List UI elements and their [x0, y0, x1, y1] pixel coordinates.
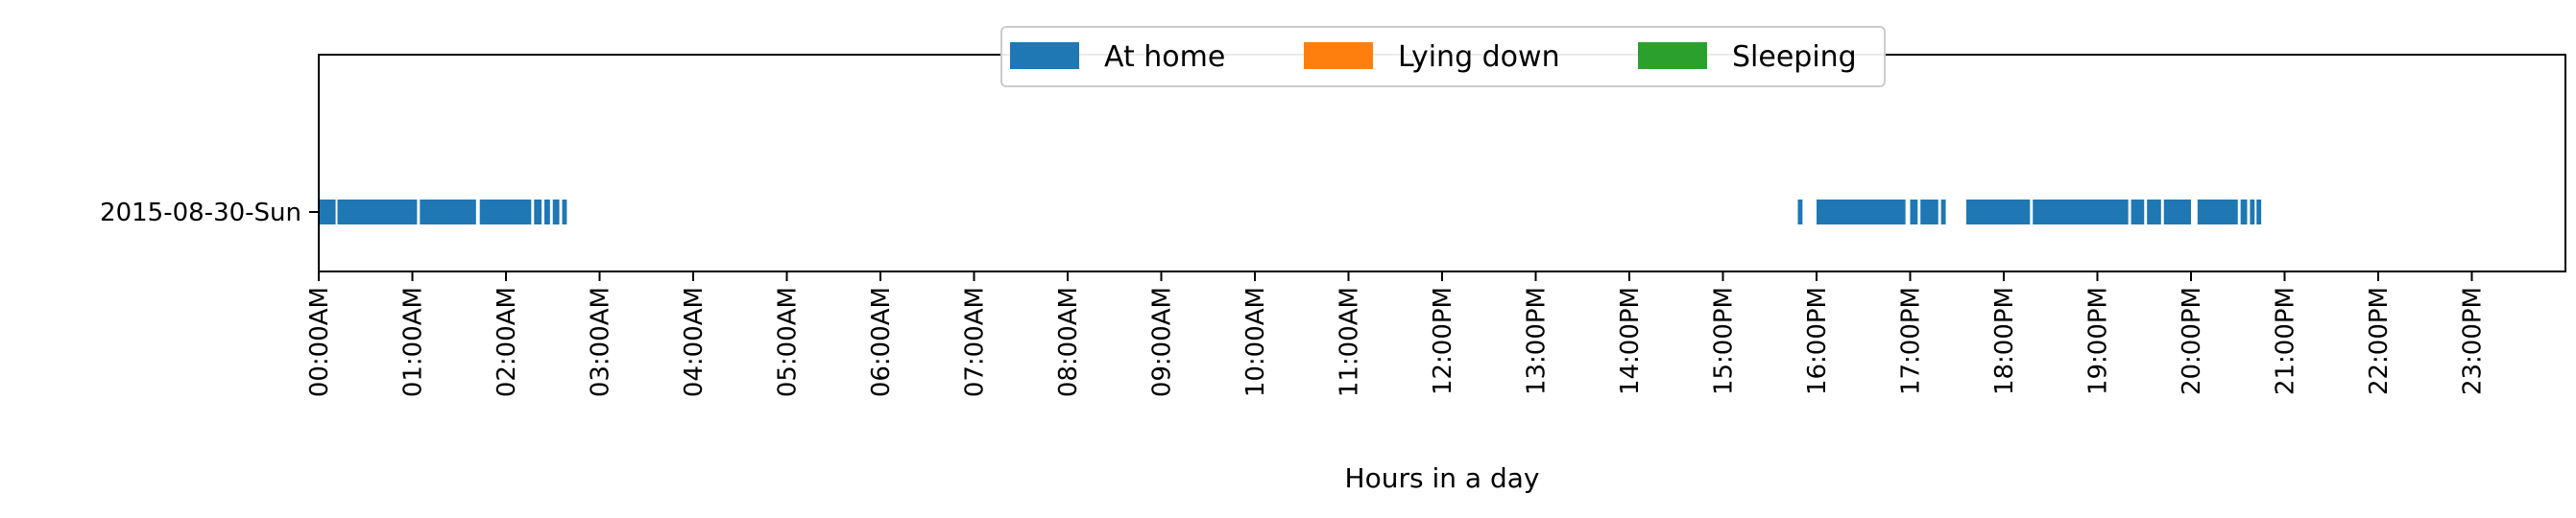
- x-axis: 00:00AM 01:00AM 02:00AM 03:00AM 04:00AM 05:00…: [305, 271, 2488, 397]
- legend-label: Sleeping: [1732, 40, 1857, 74]
- x-tick-label: 20:00PM: [2178, 287, 2206, 395]
- interval-bars: [319, 200, 2262, 224]
- interval-bar: [2240, 200, 2248, 224]
- x-tick-label: 18:00PM: [1990, 287, 2019, 395]
- x-tick-label: 00:00AM: [305, 287, 334, 397]
- legend-frame: [1000, 26, 1886, 87]
- legend-swatch: [1638, 42, 1707, 69]
- x-tick-label: 08:00AM: [1054, 287, 1083, 397]
- interval-bar: [2250, 200, 2255, 224]
- y-tick-label: 2015-08-30-Sun: [100, 199, 301, 227]
- interval-bar: [543, 200, 550, 224]
- x-tick-label: 19:00PM: [2084, 287, 2113, 395]
- x-axis-label: Hours in a day: [1345, 462, 1540, 494]
- interval-bar: [2256, 200, 2262, 224]
- interval-bar: [1817, 200, 1906, 224]
- interval-bar: [2033, 200, 2129, 224]
- legend-label: Lying down: [1398, 40, 1560, 74]
- x-tick-label: 07:00AM: [961, 287, 990, 397]
- legend-label: At home: [1104, 40, 1225, 74]
- interval-bar: [534, 200, 542, 224]
- interval-bar: [337, 200, 418, 224]
- interval-bar: [2197, 200, 2238, 224]
- x-tick-label: 22:00PM: [2365, 287, 2394, 395]
- x-tick-label: 01:00AM: [399, 287, 428, 397]
- interval-bar: [1966, 200, 2031, 224]
- interval-bar: [479, 200, 532, 224]
- x-tick-label: 06:00AM: [867, 287, 896, 397]
- interval-bar: [562, 200, 567, 224]
- x-tick-label: 02:00AM: [493, 287, 521, 397]
- interval-bar: [2131, 200, 2145, 224]
- interval-bar: [420, 200, 476, 224]
- x-tick-label: 10:00AM: [1241, 287, 1270, 397]
- x-tick-label: 04:00AM: [680, 287, 709, 397]
- x-tick-label: 23:00PM: [2459, 287, 2488, 395]
- legend-swatch: [1010, 42, 1079, 69]
- interval-bar: [319, 200, 336, 224]
- x-tick-label: 11:00AM: [1336, 287, 1364, 397]
- x-tick-label: 21:00PM: [2272, 287, 2300, 395]
- interval-bar: [2163, 200, 2191, 224]
- x-tick-label: 14:00PM: [1616, 287, 1645, 395]
- interval-bar: [2147, 200, 2161, 224]
- interval-bar: [1940, 200, 1946, 224]
- y-axis: 2015-08-30-Sun: [100, 199, 319, 227]
- interval-bar: [1920, 200, 1938, 224]
- x-tick-label: 16:00PM: [1803, 287, 1832, 395]
- x-tick-label: 17:00PM: [1897, 287, 1926, 395]
- x-tick-label: 13:00PM: [1523, 287, 1552, 395]
- interval-bar: [552, 200, 560, 224]
- x-tick-label: 05:00AM: [774, 287, 803, 397]
- legend-swatch: [1304, 42, 1373, 69]
- x-tick-label: 12:00PM: [1429, 287, 1457, 395]
- legend: At home Lying down Sleeping: [1000, 26, 1886, 87]
- x-tick-label: 09:00AM: [1148, 287, 1177, 397]
- interval-bar: [1797, 200, 1803, 224]
- plot-area-background: [319, 55, 2565, 271]
- x-tick-label: 03:00AM: [587, 287, 615, 397]
- interval-bar: [1910, 200, 1918, 224]
- x-tick-label: 15:00PM: [1710, 287, 1739, 395]
